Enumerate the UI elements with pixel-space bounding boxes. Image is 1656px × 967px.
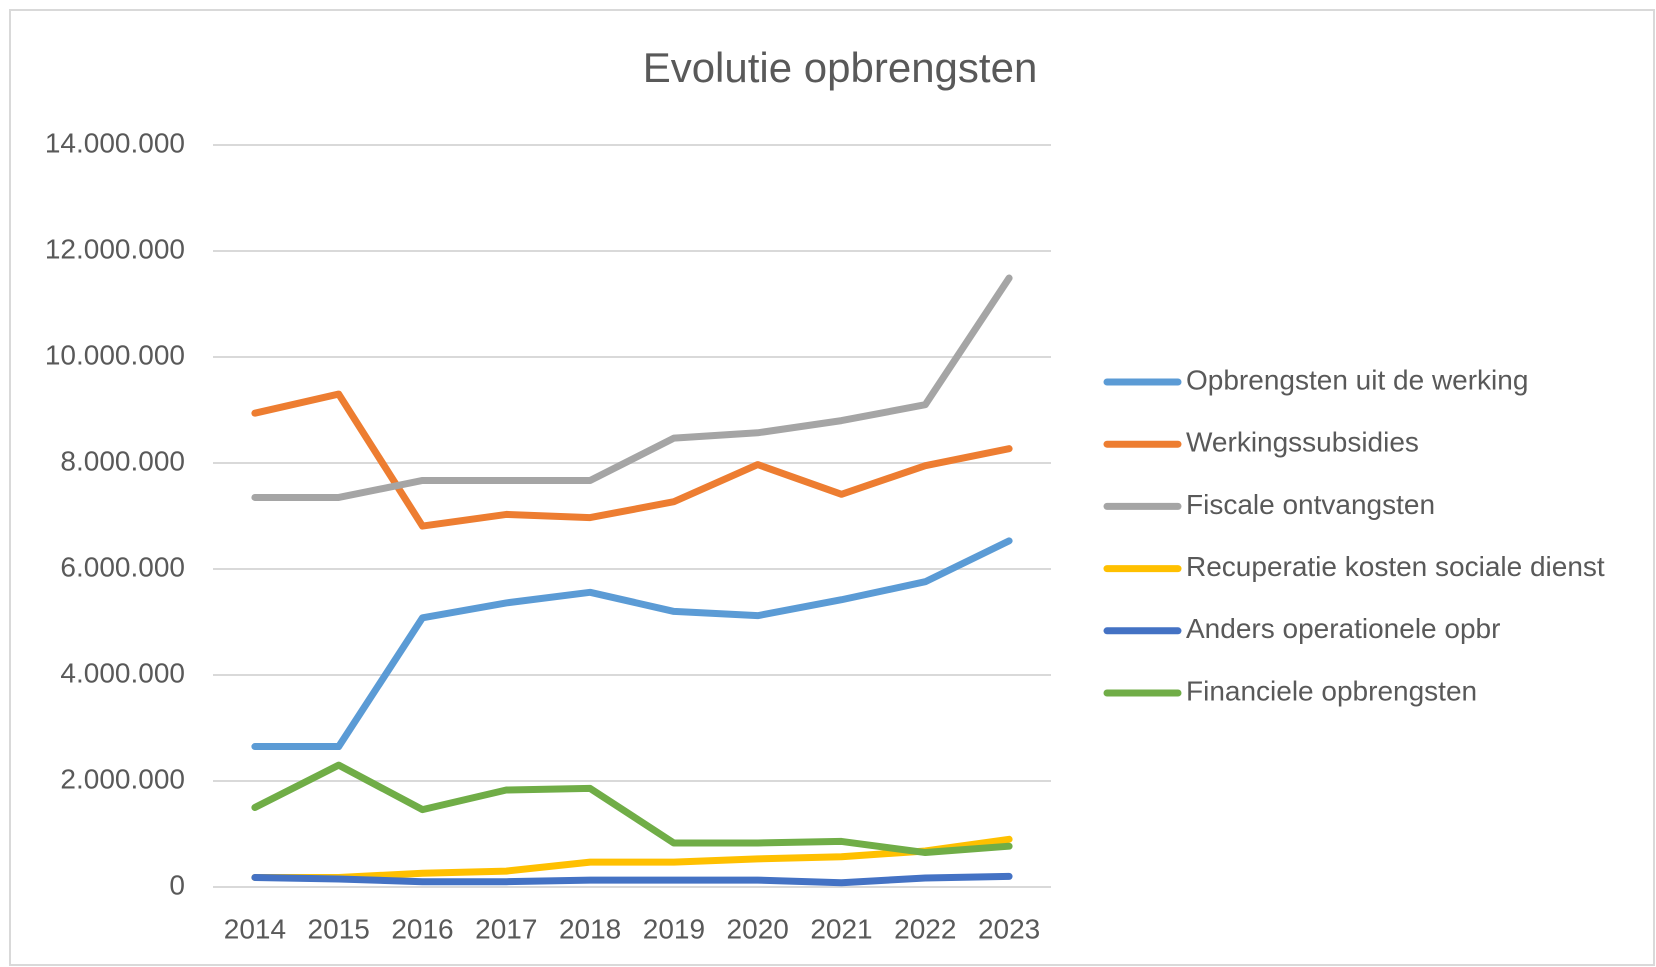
chart-title: Evolutie opbrengsten: [643, 44, 1038, 91]
legend-label: Recuperatie kosten sociale dienst: [1186, 551, 1605, 582]
y-tick-label: 14.000.000: [45, 127, 185, 158]
series-line: [251, 872, 1013, 887]
y-tick-label: 6.000.000: [60, 551, 185, 582]
x-tick-label: 2018: [559, 913, 621, 944]
series-line: [251, 537, 1013, 751]
y-tick-label: 0: [169, 869, 185, 900]
x-tick-label: 2021: [810, 913, 872, 944]
y-tick-label: 2.000.000: [60, 763, 185, 794]
y-tick-label: 10.000.000: [45, 339, 185, 370]
y-tick-label: 4.000.000: [60, 657, 185, 688]
x-tick-label: 2020: [727, 913, 789, 944]
x-tick-label: 2015: [308, 913, 370, 944]
series-line: [251, 761, 1013, 857]
legend-label: Werkingssubsidies: [1186, 427, 1419, 458]
series-line: [251, 835, 1013, 881]
x-tick-label: 2014: [224, 913, 286, 944]
legend-label: Anders operationele opbr: [1186, 613, 1500, 644]
legend-label: Opbrengsten uit de werking: [1186, 364, 1528, 395]
legend-label: Fiscale ontvangsten: [1186, 489, 1435, 520]
legend-label: Financiele opbrengsten: [1186, 675, 1477, 706]
x-tick-label: 2017: [475, 913, 537, 944]
series-line: [251, 390, 1013, 530]
x-tick-label: 2016: [391, 913, 453, 944]
y-tick-label: 8.000.000: [60, 445, 185, 476]
x-tick-label: 2019: [643, 913, 705, 944]
series-line: [251, 274, 1013, 501]
x-tick-label: 2022: [894, 913, 956, 944]
y-tick-label: 12.000.000: [45, 233, 185, 264]
x-tick-label: 2023: [978, 913, 1040, 944]
